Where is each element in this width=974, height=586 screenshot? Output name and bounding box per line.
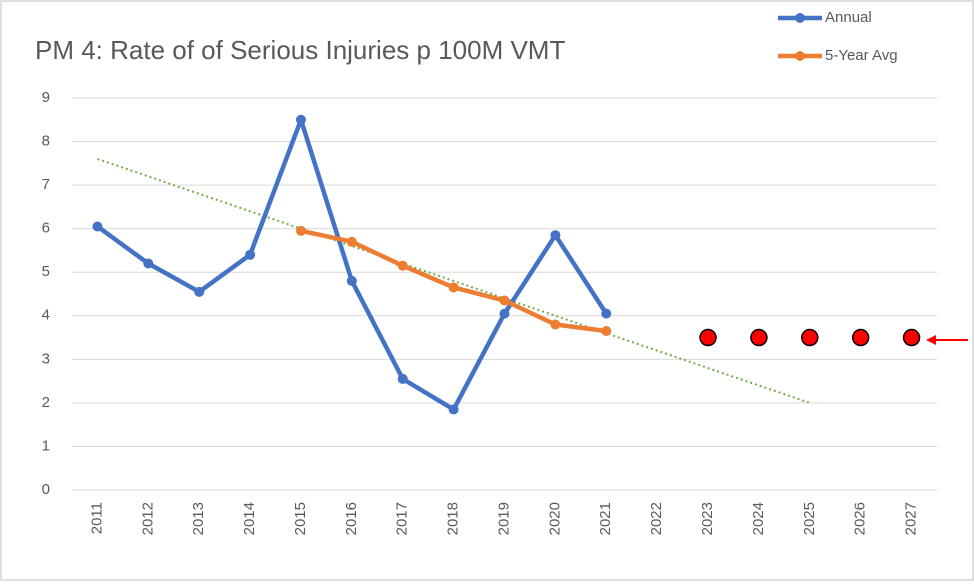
point [295,114,306,125]
y-tick-label: 2 [42,394,50,411]
y-tick-label: 1 [42,437,50,454]
point [346,236,357,247]
x-tick-label: 2015 [292,502,309,535]
y-tick-label: 8 [42,133,50,150]
point [448,282,459,293]
y-tick-label: 0 [42,481,50,498]
legend-dot [795,51,805,61]
point [295,225,306,236]
target-marker [902,328,921,347]
y-tick-label: 3 [42,350,50,367]
x-tick-label: 2018 [445,502,462,535]
y-tick-label: 7 [42,176,50,193]
x-tick-label: 2016 [343,502,360,535]
x-tick-label: 2014 [241,502,258,535]
target-marker [699,328,717,347]
point [499,308,510,319]
x-tick-label: 2025 [801,502,818,535]
target-marker [801,328,819,347]
target-marker [851,328,870,347]
y-tick-label: 4 [42,307,50,324]
point [397,373,408,384]
point [601,326,612,337]
point [346,275,357,286]
x-tick-label: 2027 [903,502,920,535]
point [92,221,103,232]
point [448,404,459,415]
x-tick-label: 2024 [750,502,767,535]
x-tick-label: 2011 [88,502,105,534]
y-tick-label: 6 [42,220,50,237]
x-tick-label: 2020 [546,502,563,535]
point [245,249,256,260]
x-tick-label: 2013 [190,502,207,535]
point [601,308,612,319]
legend-label: Annual [825,9,872,26]
point [143,258,154,269]
x-tick-label: 2026 [852,502,869,535]
x-tick-label: 2017 [394,502,411,535]
x-tick-label: 2019 [495,502,512,535]
target-marker [750,328,768,347]
point [550,319,561,330]
y-tick-label: 9 [42,89,50,106]
x-tick-label: 2023 [699,502,716,535]
y-tick-label: 5 [42,263,50,280]
chart-title: PM 4: Rate of of Serious Injuries p 100M… [35,35,565,65]
arrow-head [926,335,936,345]
legend-dot [795,13,805,23]
x-tick-label: 2012 [139,502,156,535]
point [194,286,205,297]
point [499,295,510,306]
x-tick-label: 2022 [648,502,665,535]
legend-label: 5-Year Avg [825,47,898,64]
point [397,260,408,271]
x-tick-label: 2021 [597,502,614,535]
trendline [97,158,811,404]
point [550,230,561,241]
